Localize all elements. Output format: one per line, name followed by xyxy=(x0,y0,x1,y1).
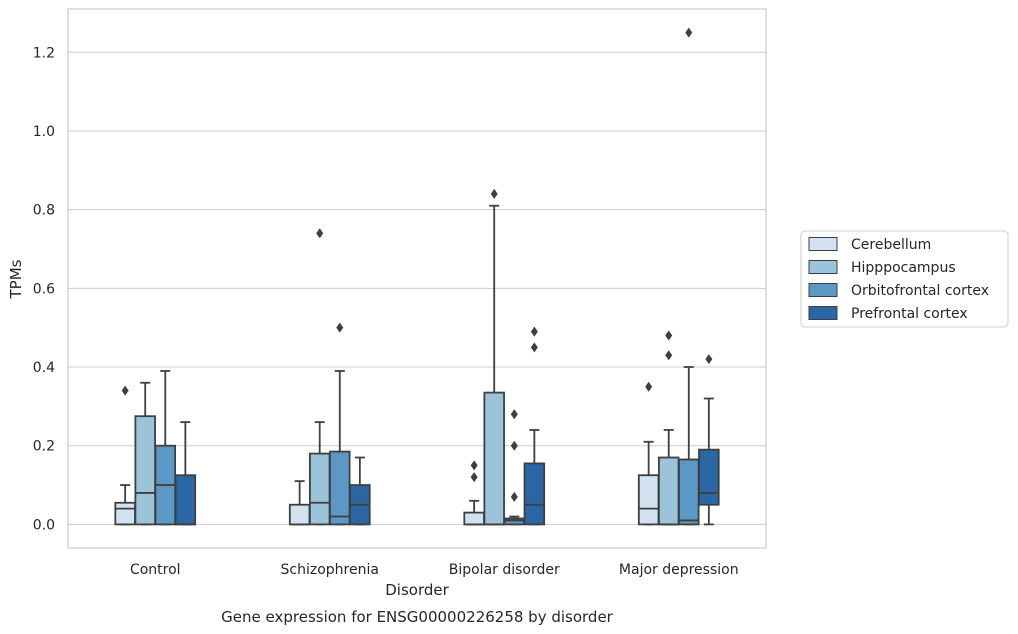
legend: Cerebellum Hipppocampus Orbitofrontal cort… xyxy=(800,230,1009,328)
outlier-point xyxy=(705,354,713,365)
y-tick-labels: 0.0 0.2 0.4 0.6 0.8 1.0 1.2 xyxy=(33,45,55,533)
x-tick-label: Control xyxy=(130,562,181,578)
box-orbitofrontal-cortex xyxy=(329,322,351,526)
box-cerebellum xyxy=(114,385,136,526)
box-cerebellum xyxy=(463,460,485,526)
box-hipppocampus xyxy=(134,381,156,526)
box-hipppocampus xyxy=(657,330,680,526)
box-cerebellum xyxy=(637,381,660,526)
legend-swatch xyxy=(808,237,838,251)
y-tick-label: 1.0 xyxy=(33,124,55,140)
legend-swatch xyxy=(808,260,838,274)
box-hipppocampus xyxy=(308,228,331,526)
box-iqr xyxy=(463,511,485,526)
y-tick-label: 1.2 xyxy=(33,45,55,61)
box-iqr xyxy=(678,458,700,526)
outlier-point xyxy=(336,322,344,333)
x-tick-labels: Control Schizophrenia Bipolar disorder Majo… xyxy=(130,562,739,578)
legend-swatch xyxy=(808,306,838,320)
figure-caption: Gene expression for ENSG00000226258 by d… xyxy=(221,608,614,626)
plot-area-frame xyxy=(67,8,767,549)
y-tick-label: 0.4 xyxy=(33,360,55,376)
gridlines xyxy=(68,51,766,525)
outlier-point xyxy=(470,460,478,471)
legend-label: Prefrontal cortex xyxy=(851,306,968,322)
legend-label: Cerebellum xyxy=(851,237,931,253)
box-prefrontal-cortex xyxy=(523,326,546,526)
outlier-point xyxy=(685,27,693,38)
outlier-point xyxy=(530,326,538,337)
x-tick-label: Bipolar disorder xyxy=(449,562,560,578)
box-iqr xyxy=(329,450,351,526)
outlier-point xyxy=(665,350,673,361)
y-tick-label: 0.2 xyxy=(33,439,55,455)
box-iqr xyxy=(698,448,720,506)
y-tick-label: 0.8 xyxy=(33,203,55,219)
box-iqr xyxy=(288,503,311,526)
box-orbitofrontal-cortex xyxy=(678,27,700,526)
box-iqr xyxy=(503,517,526,526)
y-tick-label: 0.6 xyxy=(33,281,55,297)
legend-label: Orbitofrontal cortex xyxy=(851,283,989,299)
box-cerebellum xyxy=(288,480,311,526)
box-prefrontal-cortex xyxy=(349,456,371,526)
legend-label: Hipppocampus xyxy=(851,260,956,276)
legend-swatch xyxy=(808,283,838,297)
outlier-point xyxy=(316,228,324,239)
box-iqr xyxy=(523,462,546,526)
legend-frame xyxy=(800,230,1009,328)
box-iqr xyxy=(657,456,680,526)
box-iqr xyxy=(483,391,505,526)
x-tick-label: Schizophrenia xyxy=(281,562,379,578)
y-tick-label: 0.0 xyxy=(33,517,55,533)
outlier-point xyxy=(490,188,498,199)
outlier-point xyxy=(645,381,653,392)
box-orbitofrontal-cortex xyxy=(503,409,526,526)
box-iqr xyxy=(114,501,136,526)
box-iqr xyxy=(308,452,331,526)
y-axis-label: TPMs xyxy=(7,259,25,299)
outlier-point xyxy=(510,440,518,451)
x-tick-label: Major depression xyxy=(619,562,739,578)
box-iqr xyxy=(174,474,197,526)
x-axis-label: Disorder xyxy=(385,581,449,599)
outlier-point xyxy=(470,472,478,483)
outlier-point xyxy=(665,330,673,341)
box-hipppocampus xyxy=(483,188,505,526)
box-iqr xyxy=(134,415,156,526)
outlier-point xyxy=(121,385,129,396)
box-prefrontal-cortex xyxy=(174,421,197,526)
box-plot-series xyxy=(114,27,720,526)
outlier-point xyxy=(530,342,538,353)
box-orbitofrontal-cortex xyxy=(154,370,177,526)
outlier-point xyxy=(510,491,518,502)
box-iqr xyxy=(637,474,660,526)
box-prefrontal-cortex xyxy=(698,354,720,526)
outlier-point xyxy=(510,409,518,420)
